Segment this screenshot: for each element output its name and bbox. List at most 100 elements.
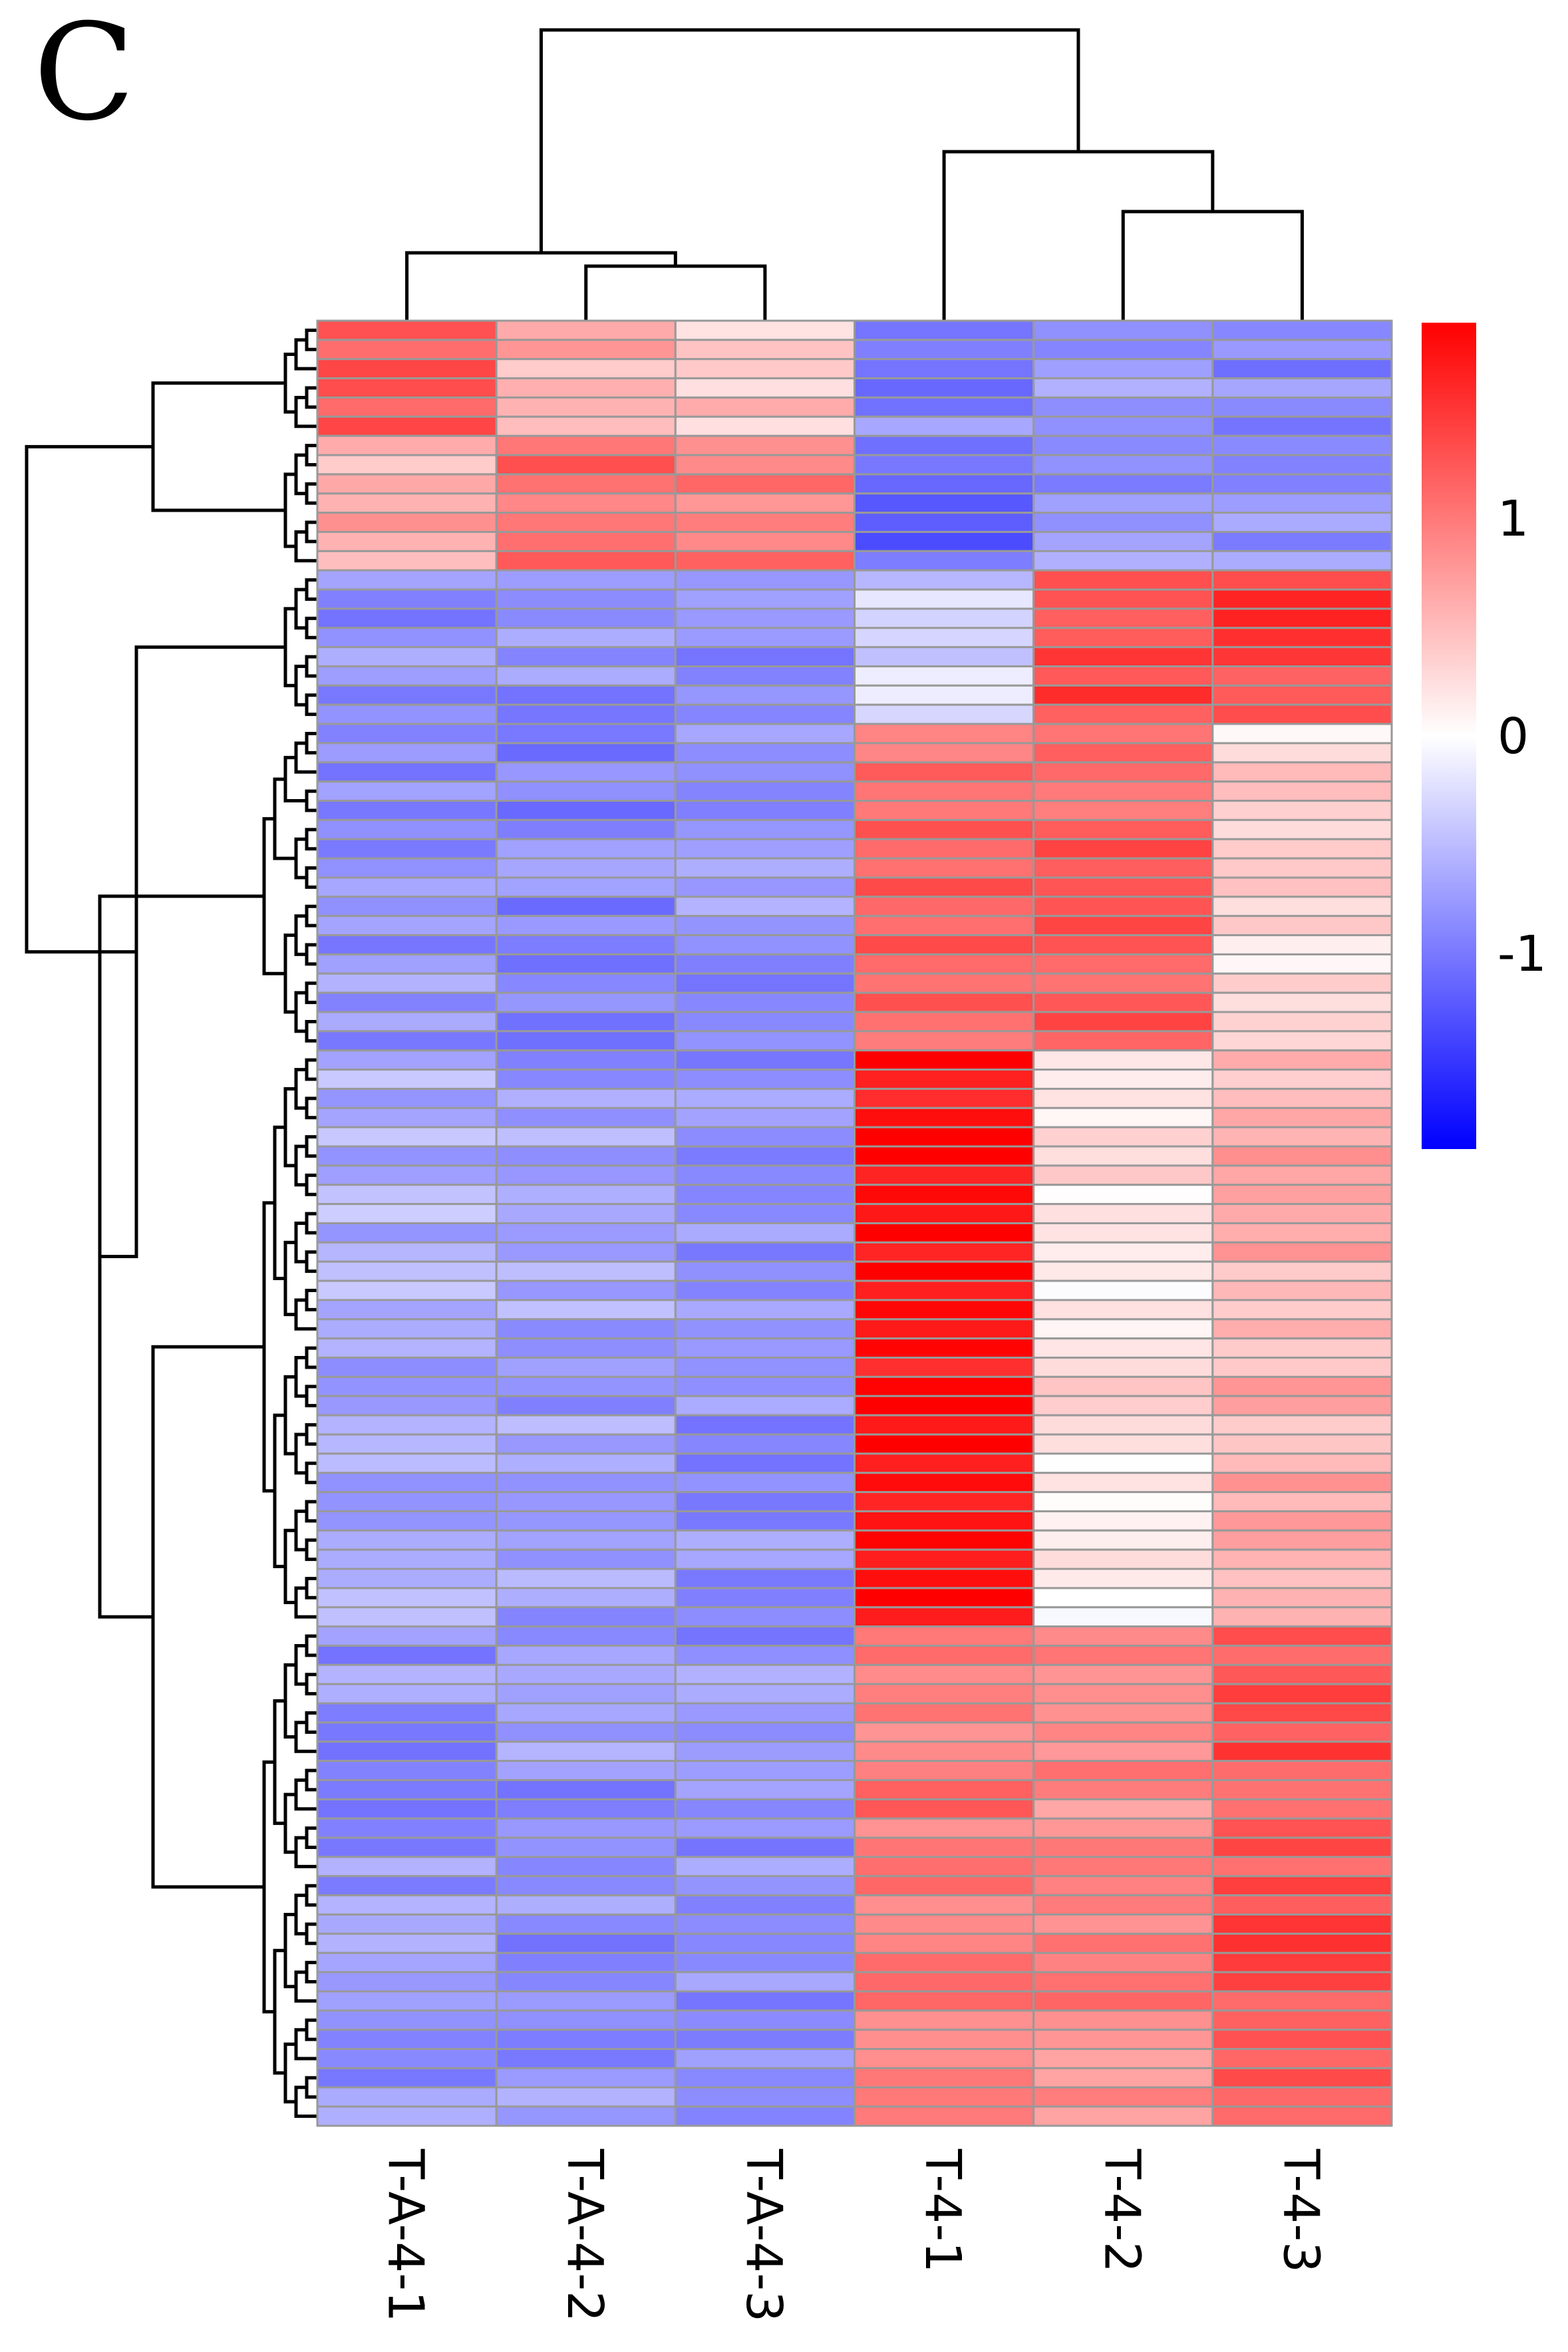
heatmap-cell bbox=[316, 838, 498, 860]
heatmap-cell bbox=[674, 915, 856, 937]
heatmap-cell bbox=[854, 1510, 1035, 1532]
heatmap-cell bbox=[854, 1375, 1035, 1397]
heatmap-cell bbox=[674, 530, 856, 552]
heatmap-cell bbox=[316, 1625, 498, 1647]
heatmap-cell bbox=[1211, 1375, 1393, 1397]
heatmap-cell bbox=[1211, 377, 1393, 399]
heatmap-cell bbox=[674, 1683, 856, 1705]
heatmap-cell bbox=[674, 1279, 856, 1301]
heatmap-cell bbox=[854, 761, 1035, 783]
heatmap-cell bbox=[1032, 2105, 1214, 2127]
heatmap-cell bbox=[854, 358, 1035, 380]
heatmap-cell bbox=[1032, 588, 1214, 610]
heatmap-cell bbox=[854, 434, 1035, 456]
heatmap-cell bbox=[674, 358, 856, 380]
heatmap-cell bbox=[1211, 1741, 1393, 1763]
row-dendrogram-branch bbox=[305, 520, 317, 544]
heatmap-cell bbox=[854, 492, 1035, 514]
heatmap-cell bbox=[316, 473, 498, 495]
heatmap-cell bbox=[1211, 1433, 1393, 1455]
heatmap-cell bbox=[1032, 1433, 1214, 1455]
row-dendrogram-branch bbox=[305, 1576, 317, 1599]
heatmap-cell bbox=[1032, 319, 1214, 341]
heatmap-cell bbox=[495, 1395, 677, 1417]
heatmap-cell bbox=[316, 377, 498, 399]
heatmap-cell bbox=[495, 1087, 677, 1109]
heatmap-cell bbox=[854, 2048, 1035, 2069]
row-dendrogram-branch bbox=[305, 1173, 317, 1196]
heatmap-cell bbox=[1032, 1568, 1214, 1590]
heatmap-cell bbox=[1211, 915, 1393, 937]
heatmap-cell bbox=[854, 1472, 1035, 1494]
heatmap-cell bbox=[1211, 454, 1393, 476]
heatmap-cell bbox=[316, 1875, 498, 1897]
heatmap-cell bbox=[674, 1760, 856, 1781]
column-dendrogram-branch bbox=[1121, 210, 1304, 321]
heatmap-cell bbox=[1211, 550, 1393, 572]
heatmap-cell bbox=[1211, 1798, 1393, 1820]
heatmap-cell bbox=[495, 1990, 677, 2012]
heatmap-cell bbox=[674, 454, 856, 476]
heatmap-cell bbox=[1211, 512, 1393, 533]
heatmap-cell bbox=[854, 1395, 1035, 1417]
heatmap-cell bbox=[1211, 1778, 1393, 1800]
heatmap-cell bbox=[1211, 1357, 1393, 1378]
heatmap-cell bbox=[1211, 473, 1393, 495]
heatmap-cell bbox=[495, 1798, 677, 1820]
heatmap-cell bbox=[854, 550, 1035, 572]
row-dendrogram-branch bbox=[305, 482, 317, 505]
heatmap-cell bbox=[495, 761, 677, 783]
heatmap-cell bbox=[1211, 1760, 1393, 1781]
heatmap-cell bbox=[854, 1203, 1035, 1225]
row-dendrogram-branch bbox=[305, 1096, 317, 1120]
heatmap-cell bbox=[1211, 1049, 1393, 1071]
heatmap-cell bbox=[1032, 1971, 1214, 1993]
heatmap-cell bbox=[495, 1414, 677, 1436]
heatmap-cell bbox=[1211, 492, 1393, 514]
heatmap-cell bbox=[674, 339, 856, 361]
heatmap-cell bbox=[854, 991, 1035, 1013]
heatmap-cell bbox=[854, 1798, 1035, 1820]
heatmap-cell bbox=[1211, 1030, 1393, 1052]
heatmap-cell bbox=[854, 1971, 1035, 1993]
heatmap-cell bbox=[1211, 1894, 1393, 1916]
row-dendrogram-branch bbox=[305, 328, 317, 351]
heatmap-cell bbox=[674, 2048, 856, 2069]
colorbar-tick-label: 1 bbox=[1497, 490, 1529, 548]
heatmap-cell bbox=[495, 1049, 677, 1071]
heatmap-cell bbox=[1032, 1760, 1214, 1781]
heatmap-cell bbox=[1032, 800, 1214, 821]
heatmap-cell bbox=[316, 1778, 498, 1800]
heatmap-cell bbox=[1032, 2086, 1214, 2108]
heatmap-cell bbox=[1211, 1087, 1393, 1109]
heatmap-cell bbox=[495, 2067, 677, 2089]
heatmap-cell bbox=[1032, 1357, 1214, 1378]
heatmap-cell bbox=[1211, 1663, 1393, 1685]
colorbar-tick-label: 0 bbox=[1497, 708, 1529, 765]
heatmap-cell bbox=[316, 876, 498, 898]
heatmap-cell bbox=[1032, 1375, 1214, 1397]
heatmap-cell bbox=[854, 934, 1035, 955]
heatmap-cell bbox=[316, 1357, 498, 1378]
heatmap-cell bbox=[674, 1817, 856, 1839]
heatmap-cells bbox=[316, 319, 1393, 2127]
heatmap-cell bbox=[674, 1472, 856, 1494]
heatmap-cell bbox=[316, 1587, 498, 1609]
heatmap-cell bbox=[854, 339, 1035, 361]
heatmap-cell bbox=[854, 1625, 1035, 1647]
heatmap-cell bbox=[316, 1069, 498, 1090]
heatmap-cell bbox=[674, 1932, 856, 1954]
heatmap-cell bbox=[1032, 550, 1214, 572]
heatmap-cell bbox=[854, 1145, 1035, 1167]
heatmap-cell bbox=[1211, 1126, 1393, 1148]
heatmap-cell bbox=[316, 646, 498, 668]
heatmap-cell bbox=[1211, 588, 1393, 610]
heatmap-cell bbox=[854, 530, 1035, 552]
heatmap-cell bbox=[1211, 953, 1393, 975]
heatmap-cell bbox=[1211, 857, 1393, 879]
heatmap-cell bbox=[1032, 607, 1214, 629]
heatmap-cell bbox=[674, 1069, 856, 1090]
heatmap-cell bbox=[495, 953, 677, 975]
heatmap-cell bbox=[495, 1069, 677, 1090]
heatmap-cell bbox=[854, 1337, 1035, 1359]
